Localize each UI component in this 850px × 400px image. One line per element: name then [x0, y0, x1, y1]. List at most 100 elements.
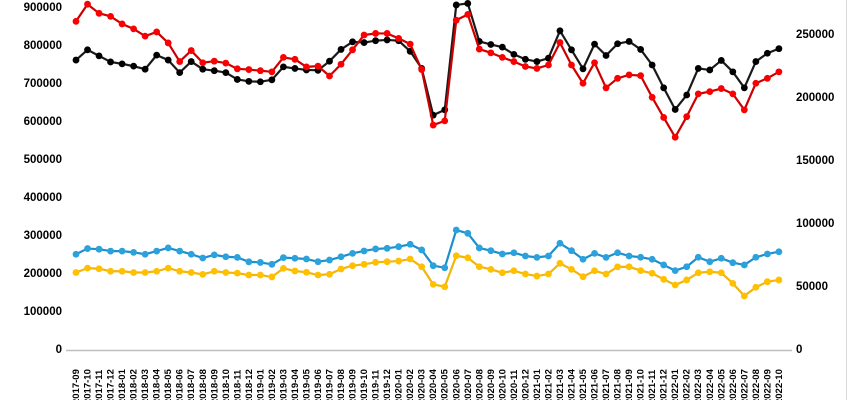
series-blue-marker: [694, 253, 702, 261]
series-blue-marker: [222, 253, 230, 261]
series-blue-marker: [763, 250, 771, 258]
series-red-marker: [648, 93, 656, 101]
series-blue-marker: [268, 260, 276, 268]
series-red-marker: [487, 49, 495, 57]
series-blue-marker: [187, 250, 195, 258]
series-red-marker: [141, 32, 149, 40]
right-axis-tick-label: 250000: [796, 29, 834, 41]
series-blue-marker: [568, 247, 575, 255]
series-black-marker: [349, 38, 356, 46]
series-blue-marker: [429, 262, 437, 270]
series-black-marker: [671, 106, 679, 113]
series-red-marker: [187, 47, 195, 54]
x-axis-tick-label: 2018-08: [198, 369, 209, 400]
right-axis-tick-label: 200000: [796, 92, 834, 104]
series-blue-marker: [706, 258, 714, 266]
series-red-marker: [452, 16, 460, 24]
series-yellow-marker: [95, 265, 103, 273]
series-red-marker: [372, 30, 379, 37]
series-yellow-marker: [717, 269, 725, 277]
series-yellow-marker: [199, 271, 207, 278]
series-blue-marker: [141, 250, 149, 258]
x-axis-tick-label: 2021-08: [613, 369, 624, 400]
series-black-marker: [222, 69, 230, 76]
x-axis-tick-label: 2021-09: [624, 369, 635, 400]
series-red-marker: [210, 57, 218, 65]
series-red-marker: [683, 113, 691, 121]
series-yellow-marker: [130, 269, 138, 276]
series-yellow-marker: [372, 258, 379, 266]
series-red-marker: [752, 79, 760, 87]
series-yellow-marker: [637, 267, 645, 275]
x-axis-tick-label: 2018-09: [209, 369, 220, 400]
series-black-marker: [464, 0, 472, 7]
x-axis-tick-label: 2022-07: [739, 369, 750, 400]
x-axis-tick-label: 2017-09: [71, 369, 82, 400]
series-red-marker: [545, 61, 552, 69]
series-red-marker: [660, 114, 668, 121]
x-axis-tick-label: 2021-01: [532, 368, 543, 400]
series-blue-marker: [314, 258, 322, 266]
series-red-marker: [602, 84, 610, 92]
series-blue-marker: [602, 253, 610, 261]
series-yellow-marker: [395, 257, 403, 265]
series-black-marker: [291, 65, 299, 72]
x-axis-tick-label: 2021-12: [659, 369, 670, 400]
right-axis-tick-label: 100000: [796, 218, 834, 230]
series-blue-marker: [545, 252, 552, 260]
series-red-marker: [763, 74, 771, 82]
series-red-marker: [95, 9, 103, 17]
series-blue-marker: [360, 247, 368, 255]
series-red-marker: [153, 28, 161, 36]
series-black-marker: [326, 57, 333, 65]
series-black-marker: [568, 46, 575, 54]
series-blue-marker: [671, 267, 679, 275]
series-blue-marker: [556, 239, 564, 247]
series-yellow-marker: [280, 264, 287, 272]
series-black-marker: [591, 40, 598, 48]
series-black-marker: [141, 65, 149, 73]
x-axis-tick-label: 2022-09: [762, 369, 773, 400]
series-black-marker: [498, 43, 506, 51]
series-red-marker: [268, 68, 276, 76]
series-blue-marker: [153, 247, 161, 255]
series-red-marker: [591, 59, 598, 67]
series-yellow-marker: [464, 254, 472, 262]
series-black-marker: [72, 56, 80, 64]
series-black-marker: [130, 62, 138, 70]
series-yellow-marker: [337, 265, 345, 273]
x-axis-tick-label: 2019-07: [325, 369, 336, 400]
series-red-marker: [429, 121, 437, 129]
series-blue-marker: [510, 249, 518, 257]
x-axis-tick-label: 2020-05: [440, 368, 451, 400]
series-yellow-marker: [452, 252, 460, 260]
series-yellow-marker: [648, 269, 656, 277]
series-black-marker: [683, 91, 691, 99]
series-black-marker: [176, 69, 184, 76]
series-black-marker: [521, 55, 529, 63]
x-axis-tick-label: 2022-01: [670, 368, 681, 400]
series-blue-marker: [72, 250, 80, 258]
series-yellow-marker: [233, 269, 241, 277]
x-axis-tick-label: 2018-03: [140, 369, 151, 400]
series-red-marker: [84, 0, 91, 8]
series-blue-marker: [498, 250, 506, 258]
series-yellow-marker: [349, 262, 356, 270]
x-axis-tick-label: 2020-12: [520, 369, 531, 400]
series-yellow-marker: [176, 267, 184, 275]
series-yellow-marker: [256, 271, 264, 279]
series-yellow-marker: [441, 283, 449, 291]
series-blue-marker: [256, 259, 264, 266]
series-red-marker: [245, 66, 253, 73]
series-yellow-marker: [314, 271, 322, 279]
left-axis-tick-label: 100000: [24, 306, 62, 318]
series-yellow-marker: [591, 267, 598, 275]
x-axis-tick-label: 2020-08: [474, 369, 485, 400]
left-axis-tick-label: 300000: [24, 230, 62, 242]
x-axis-tick-label: 2020-10: [497, 369, 508, 400]
series-red-marker: [326, 72, 333, 80]
series-blue-marker: [280, 254, 287, 262]
series-yellow-marker: [740, 292, 748, 300]
series-yellow-marker: [683, 276, 691, 284]
series-blue-marker: [164, 244, 172, 252]
